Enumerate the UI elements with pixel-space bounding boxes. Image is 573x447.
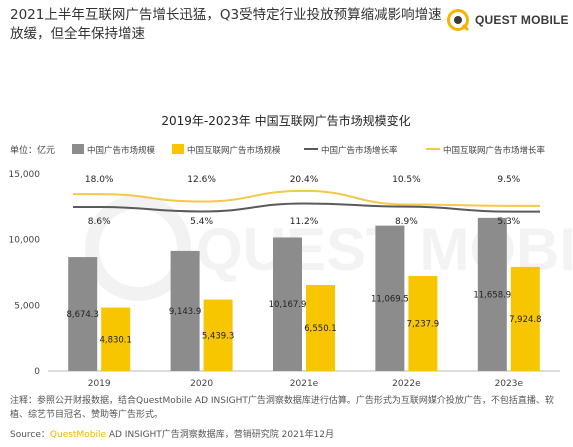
- bar-ad-market: [170, 250, 200, 371]
- ad-growth-label: 11.2%: [290, 217, 319, 227]
- source-brand: QuestMobile: [49, 430, 106, 440]
- bar-value-label: 6,550.1: [304, 324, 336, 334]
- source-rest: AD INSIGHT广告洞察数据库，营销研究院 2021年12月: [106, 430, 335, 440]
- internet-ad-growth-label: 9.5%: [497, 175, 520, 185]
- footnote: 注释：参照公开财报数据，结合QuestMobile AD INSIGHT广告洞察…: [10, 396, 554, 420]
- bar-internet-ad-market: [101, 307, 131, 371]
- ad-growth-label: 8.6%: [88, 217, 111, 227]
- internet-ad-growth-label: 20.4%: [290, 175, 319, 185]
- bar-ad-market: [477, 217, 507, 371]
- logo-text: QUEST MOBILE: [475, 13, 569, 27]
- ad-growth-label: 5.4%: [190, 217, 213, 227]
- legend-swatch-1: [72, 144, 84, 154]
- legend-swatch-2: [172, 144, 184, 154]
- legend-label-3: 中国广告市场增长率: [321, 145, 398, 156]
- quest-mobile-logo-icon: [447, 9, 470, 32]
- source-prefix: Source：: [10, 430, 50, 440]
- bar-value-label: 7,237.9: [407, 319, 439, 329]
- bar-internet-ad-market: [408, 275, 438, 371]
- x-tick-label: 2021e: [290, 379, 319, 389]
- legend-label-1: 中国广告市场规模: [87, 145, 156, 156]
- bar-internet-ad-market: [203, 299, 233, 371]
- bar-value-label: 10,167.9: [269, 300, 307, 310]
- headline: 2021上半年互联网广告增长迅猛，Q3受特定行业投放预算缩减影响增速放缓，但全年…: [10, 7, 442, 42]
- x-tick-label: 2022e: [392, 379, 421, 389]
- y-tick-label: 0: [34, 367, 40, 377]
- bar-value-label: 4,830.1: [99, 335, 131, 345]
- bar-value-label: 11,069.5: [371, 294, 409, 304]
- bar-ad-market: [375, 225, 405, 371]
- bar-internet-ad-market: [510, 266, 540, 371]
- ad-growth-label: 5.3%: [497, 217, 520, 227]
- logo: QUEST MOBILE: [446, 8, 569, 32]
- source-line: Source：QuestMobile AD INSIGHT广告洞察数据库，营销研…: [10, 428, 334, 442]
- y-tick-label: 10,000: [9, 236, 41, 246]
- bar-value-label: 5,439.3: [202, 331, 234, 341]
- bar-value-label: 11,658.9: [473, 290, 511, 300]
- x-tick-label: 2023e: [495, 379, 524, 389]
- bar-value-label: 9,143.9: [169, 307, 201, 317]
- x-tick-label: 2019: [88, 379, 111, 389]
- bar-ad-market: [273, 237, 302, 371]
- chart-title: 2019年-2023年 中国互联网广告市场规模变化: [161, 113, 410, 128]
- legend-label-2: 中国互联网广告市场规模: [187, 145, 281, 156]
- ad-growth-label: 8.9%: [395, 217, 418, 227]
- internet-ad-growth-label: 12.6%: [187, 175, 216, 185]
- internet-ad-growth-label: 18.0%: [85, 175, 114, 185]
- y-tick-label: 15,000: [9, 170, 41, 180]
- x-tick-label: 2020: [190, 379, 213, 389]
- internet-ad-growth-label: 10.5%: [392, 175, 421, 185]
- unit-label: 单位：亿元: [10, 144, 55, 156]
- bar-internet-ad-market: [306, 284, 335, 371]
- y-tick-label: 5,000: [14, 301, 40, 311]
- legend-label-4: 中国互联网广告市场增长率: [443, 145, 546, 156]
- bar-ad-market: [68, 257, 98, 371]
- bar-value-label: 7,924.8: [509, 315, 541, 325]
- bar-value-label: 8,674.3: [66, 310, 98, 320]
